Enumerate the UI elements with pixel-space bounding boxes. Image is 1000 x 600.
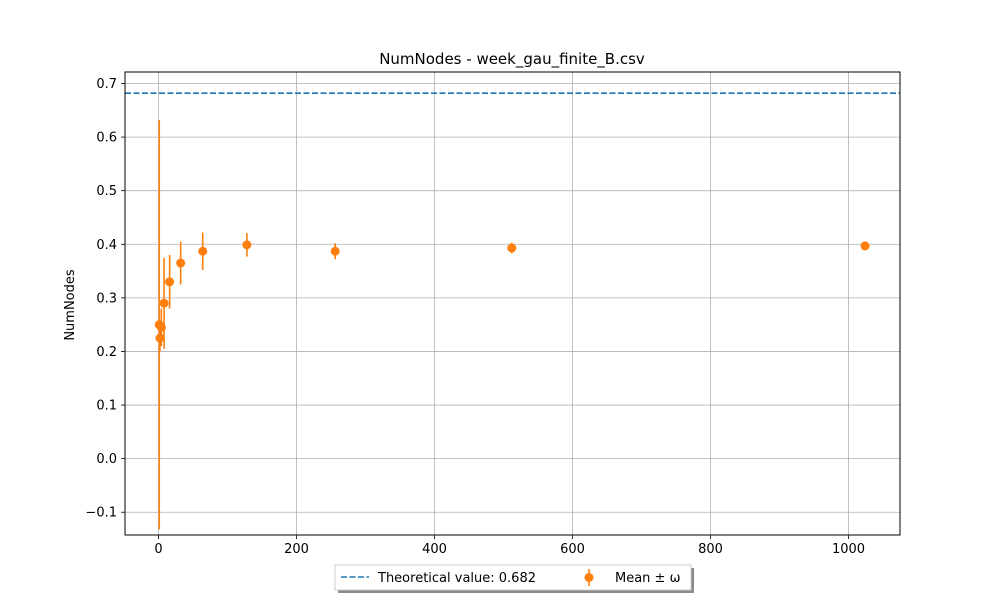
- x-tick-label: 400: [422, 542, 447, 557]
- y-tick-label: 0.5: [96, 184, 117, 199]
- data-point: [159, 298, 169, 308]
- y-tick-label: 0.1: [96, 399, 117, 414]
- data-point: [198, 246, 208, 256]
- legend-box: [334, 564, 692, 591]
- plot-frame: [124, 71, 901, 536]
- point-layer: [154, 240, 870, 343]
- y-tick-label: 0.3: [96, 291, 117, 306]
- chart-title: NumNodes - week_gau_finite_B.csv: [379, 50, 645, 69]
- x-tick-label: 600: [560, 542, 585, 557]
- grid: [125, 72, 900, 535]
- y-tick-label: 0.0: [96, 452, 117, 467]
- x-tick-label: 800: [698, 542, 723, 557]
- data-point: [242, 240, 252, 250]
- data-point: [176, 258, 186, 268]
- y-tick-label: 0.7: [96, 77, 117, 92]
- data-point: [155, 333, 165, 343]
- data-point: [165, 277, 175, 287]
- tick-layer: 0 200 400 600 800 1000 −0.1 0.0 0.1 0.2 0.3 0.4 0.5 0…: [85, 77, 865, 557]
- legend-label-theoretical: Theoretical value: 0.682: [377, 571, 536, 586]
- data-point: [330, 246, 340, 256]
- y-axis-label: NumNodes: [63, 269, 78, 341]
- legend-marker-swatch: [584, 573, 594, 582]
- data-point: [507, 243, 517, 253]
- y-tick-label: 0.2: [96, 345, 117, 360]
- y-tick-label: 0.4: [96, 238, 117, 253]
- legend: Theoretical value: 0.682 Mean ± ω: [334, 564, 694, 593]
- x-tick-label: 1000: [832, 542, 865, 557]
- y-tick-label: 0.6: [96, 131, 117, 146]
- y-tick-label: −0.1: [85, 506, 117, 521]
- legend-label-mean: Mean ± ω: [615, 571, 680, 586]
- x-tick-label: 200: [284, 542, 309, 557]
- x-tick-label: 0: [154, 542, 162, 557]
- data-point: [156, 322, 166, 332]
- data-point: [860, 241, 870, 251]
